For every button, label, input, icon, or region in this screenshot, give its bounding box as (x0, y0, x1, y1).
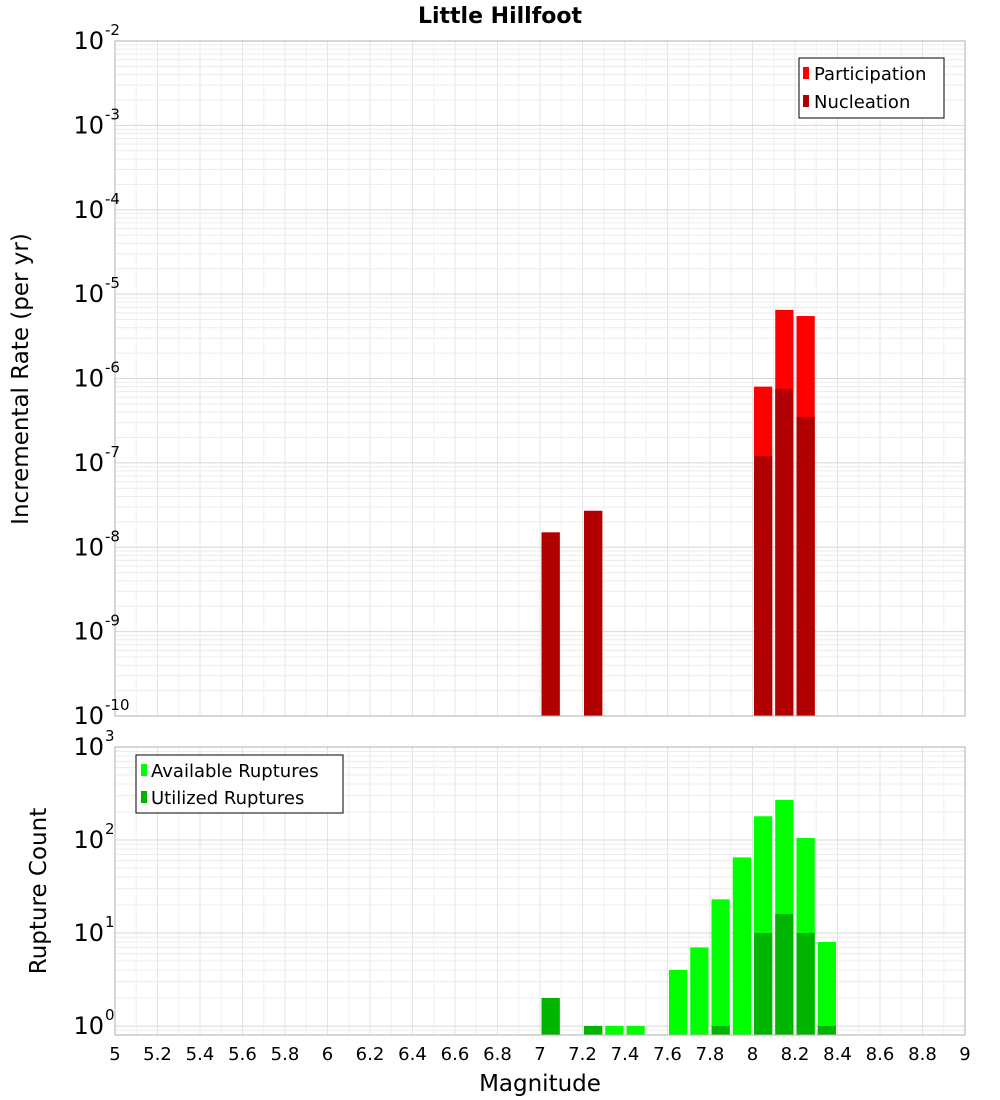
x-tick-label: 5.2 (143, 1044, 172, 1065)
x-tick-label: 7.4 (611, 1044, 640, 1065)
x-tick-label: 5.4 (186, 1044, 215, 1065)
top-bars (541, 309, 815, 716)
bottom-y-tick-exponent: 0 (105, 1006, 115, 1024)
top-y-tick-exponent: -4 (105, 190, 120, 208)
top-y-tick-exponent: -2 (105, 21, 120, 39)
top-y-tick-label: 10 (73, 702, 104, 730)
bottom-y-tick-label: 10 (73, 733, 104, 761)
x-tick-label: 9 (959, 1044, 970, 1065)
x-tick-label: 5.8 (271, 1044, 300, 1065)
legend-swatch-available (141, 764, 147, 776)
bottom-bar-available-ruptures (732, 857, 751, 1035)
bottom-y-tick-label: 10 (73, 1012, 104, 1040)
x-tick-label: 8.4 (823, 1044, 852, 1065)
x-tick-label: 8 (747, 1044, 758, 1065)
bottom-bar-available-ruptures (669, 969, 688, 1035)
bottom-bar-utilized-ruptures (711, 1025, 730, 1035)
legend-swatch-participation (803, 67, 809, 79)
x-tick-label: 7.2 (568, 1044, 597, 1065)
top-y-tick-exponent: -7 (105, 443, 120, 461)
bottom-bar-utilized-ruptures (754, 932, 773, 1035)
top-plot-frame (114, 40, 966, 717)
top-y-tick-label: 10 (73, 449, 104, 477)
top-y-tick-exponent: -10 (105, 696, 130, 714)
bottom-bar-available-ruptures (690, 947, 709, 1035)
top-y-tick-label: 10 (73, 111, 104, 139)
x-tick-label: 8.6 (866, 1044, 895, 1065)
x-ticks: 5 5.2 5.4 5.6 5.8 6 6.2 6.4 6.6 6.8 7 7.2 7.4 7.6 7.8 8… (109, 1044, 970, 1065)
x-tick-label: 7 (534, 1044, 545, 1065)
chart-title: Little Hillfoot (418, 4, 583, 29)
top-y-tick-exponent: -5 (105, 274, 120, 292)
bottom-bar-utilized-ruptures (775, 914, 794, 1035)
bottom-legend-box (135, 754, 344, 814)
x-tick-label: 6.4 (398, 1044, 427, 1065)
top-y-tick-exponent: -3 (105, 105, 120, 123)
legend-label-participation: Participation (814, 64, 926, 85)
bottom-bar-available-ruptures (605, 1025, 624, 1035)
top-y-tick-exponent: -8 (105, 527, 120, 545)
bottom-y-axis-label: Rupture Count (26, 808, 52, 974)
bottom-bar-available-ruptures (626, 1025, 645, 1035)
x-tick-label: 8.2 (781, 1044, 810, 1065)
top-bar-nucleation (541, 532, 560, 716)
top-y-tick-label: 10 (73, 196, 104, 224)
top-bar-nucleation (584, 510, 603, 716)
legend-swatch-utilized (141, 791, 147, 803)
bottom-bar-utilized-ruptures (584, 1025, 603, 1035)
top-y-tick-exponent: -6 (105, 359, 120, 377)
top-grid (115, 40, 965, 717)
x-tick-label: 6.2 (356, 1044, 385, 1065)
top-bar-nucleation (775, 389, 794, 716)
legend-label-nucleation: Nucleation (814, 92, 910, 113)
legend-swatch-nucleation (803, 95, 809, 107)
x-tick-label: 7.8 (696, 1044, 725, 1065)
bottom-bar-utilized-ruptures (817, 1025, 836, 1035)
top-y-tick-label: 10 (73, 618, 104, 646)
x-tick-label: 5.6 (228, 1044, 257, 1065)
top-y-tick-label: 10 (73, 365, 104, 393)
bottom-bars (541, 799, 836, 1035)
bottom-bar-utilized-ruptures (796, 932, 815, 1035)
x-axis-label: Magnitude (479, 1071, 601, 1097)
top-y-tick-label: 10 (73, 280, 104, 308)
bottom-y-tick-exponent: 3 (105, 727, 115, 745)
top-y-axis-label: Incremental Rate (per yr) (8, 233, 34, 525)
top-y-tick-label: 10 (73, 533, 104, 561)
top-bar-nucleation (754, 456, 773, 716)
legend-label-utilized: Utilized Ruptures (151, 788, 304, 809)
x-tick-label: 6.8 (483, 1044, 512, 1065)
bottom-plot-frame (114, 746, 966, 1036)
bottom-bar-available-ruptures (711, 899, 730, 1035)
x-tick-label: 6.6 (441, 1044, 470, 1065)
x-tick-label: 8.8 (908, 1044, 937, 1065)
top-y-tick-exponent: -9 (105, 612, 120, 630)
bottom-y-tick-label: 10 (73, 919, 104, 947)
x-tick-label: 5 (109, 1044, 120, 1065)
bottom-bar-available-ruptures (817, 942, 836, 1035)
top-bar-nucleation (796, 416, 815, 716)
bottom-bar-utilized-ruptures (541, 997, 560, 1035)
bottom-y-tick-label: 10 (73, 826, 104, 854)
top-legend: Participation Nucleation (798, 57, 945, 119)
bottom-y-tick-exponent: 1 (105, 913, 115, 931)
legend-label-available: Available Ruptures (151, 761, 319, 782)
x-tick-label: 6 (322, 1044, 333, 1065)
bottom-legend: Available Ruptures Utilized Ruptures (135, 754, 344, 814)
top-y-tick-label: 10 (73, 27, 104, 55)
bottom-y-tick-exponent: 2 (105, 820, 115, 838)
x-tick-label: 7.6 (653, 1044, 682, 1065)
top-legend-box (798, 57, 945, 119)
